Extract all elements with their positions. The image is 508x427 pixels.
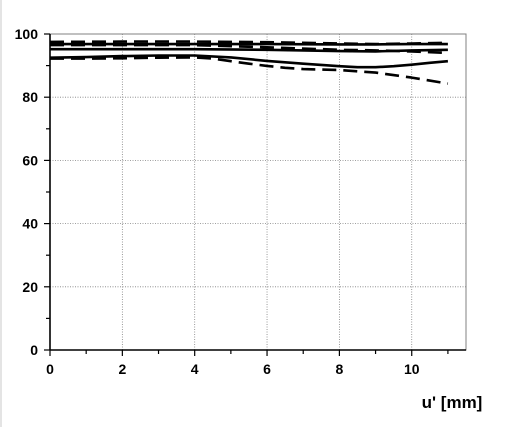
y-tick-label: 20 [22,279,38,295]
y-tick-label: 100 [15,26,39,42]
y-tick-label: 0 [30,342,38,358]
x-axis-label: u' [mm] [422,393,483,412]
series-line-5 [49,54,449,69]
series-line-6 [50,56,449,85]
x-tick-label: 6 [263,361,271,377]
x-tick-label: 4 [191,361,199,377]
y-tick-label: 60 [22,152,38,168]
x-tick-label: 0 [46,361,54,377]
axes [44,33,466,356]
series-line-3 [50,47,448,53]
x-tick-label: 10 [404,361,420,377]
x-tick-label: 2 [118,361,126,377]
y-tick-label: 80 [22,89,38,105]
series-line-4 [50,43,448,55]
series-group [49,40,449,85]
x-tick-label: 8 [335,361,343,377]
series-line-2 [49,40,448,46]
y-tick-label: 40 [22,216,38,232]
